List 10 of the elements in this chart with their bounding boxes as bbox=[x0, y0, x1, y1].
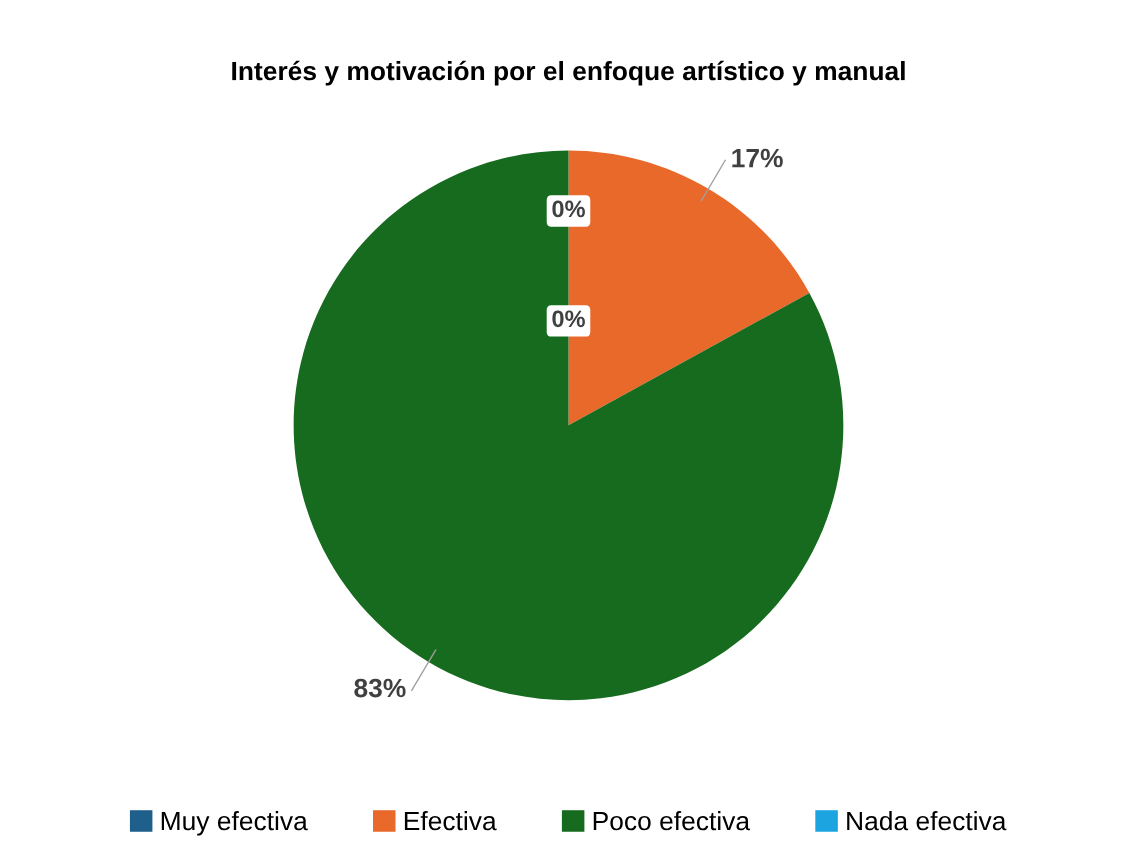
legend-label: Efectiva bbox=[404, 810, 497, 831]
legend-label: Muy efectiva bbox=[161, 810, 308, 836]
text: 0% bbox=[552, 200, 585, 218]
data-label: 17% bbox=[732, 148, 783, 168]
text: 0% bbox=[552, 310, 585, 328]
pie-slice bbox=[293, 150, 844, 701]
legend-label: Poco efectiva bbox=[593, 810, 751, 831]
data-label: 83% bbox=[354, 678, 406, 698]
chart-title: Interés y motivación por el enfoque artístico y manual bbox=[232, 60, 905, 86]
legend-label: Nada efectiva bbox=[847, 810, 1007, 831]
